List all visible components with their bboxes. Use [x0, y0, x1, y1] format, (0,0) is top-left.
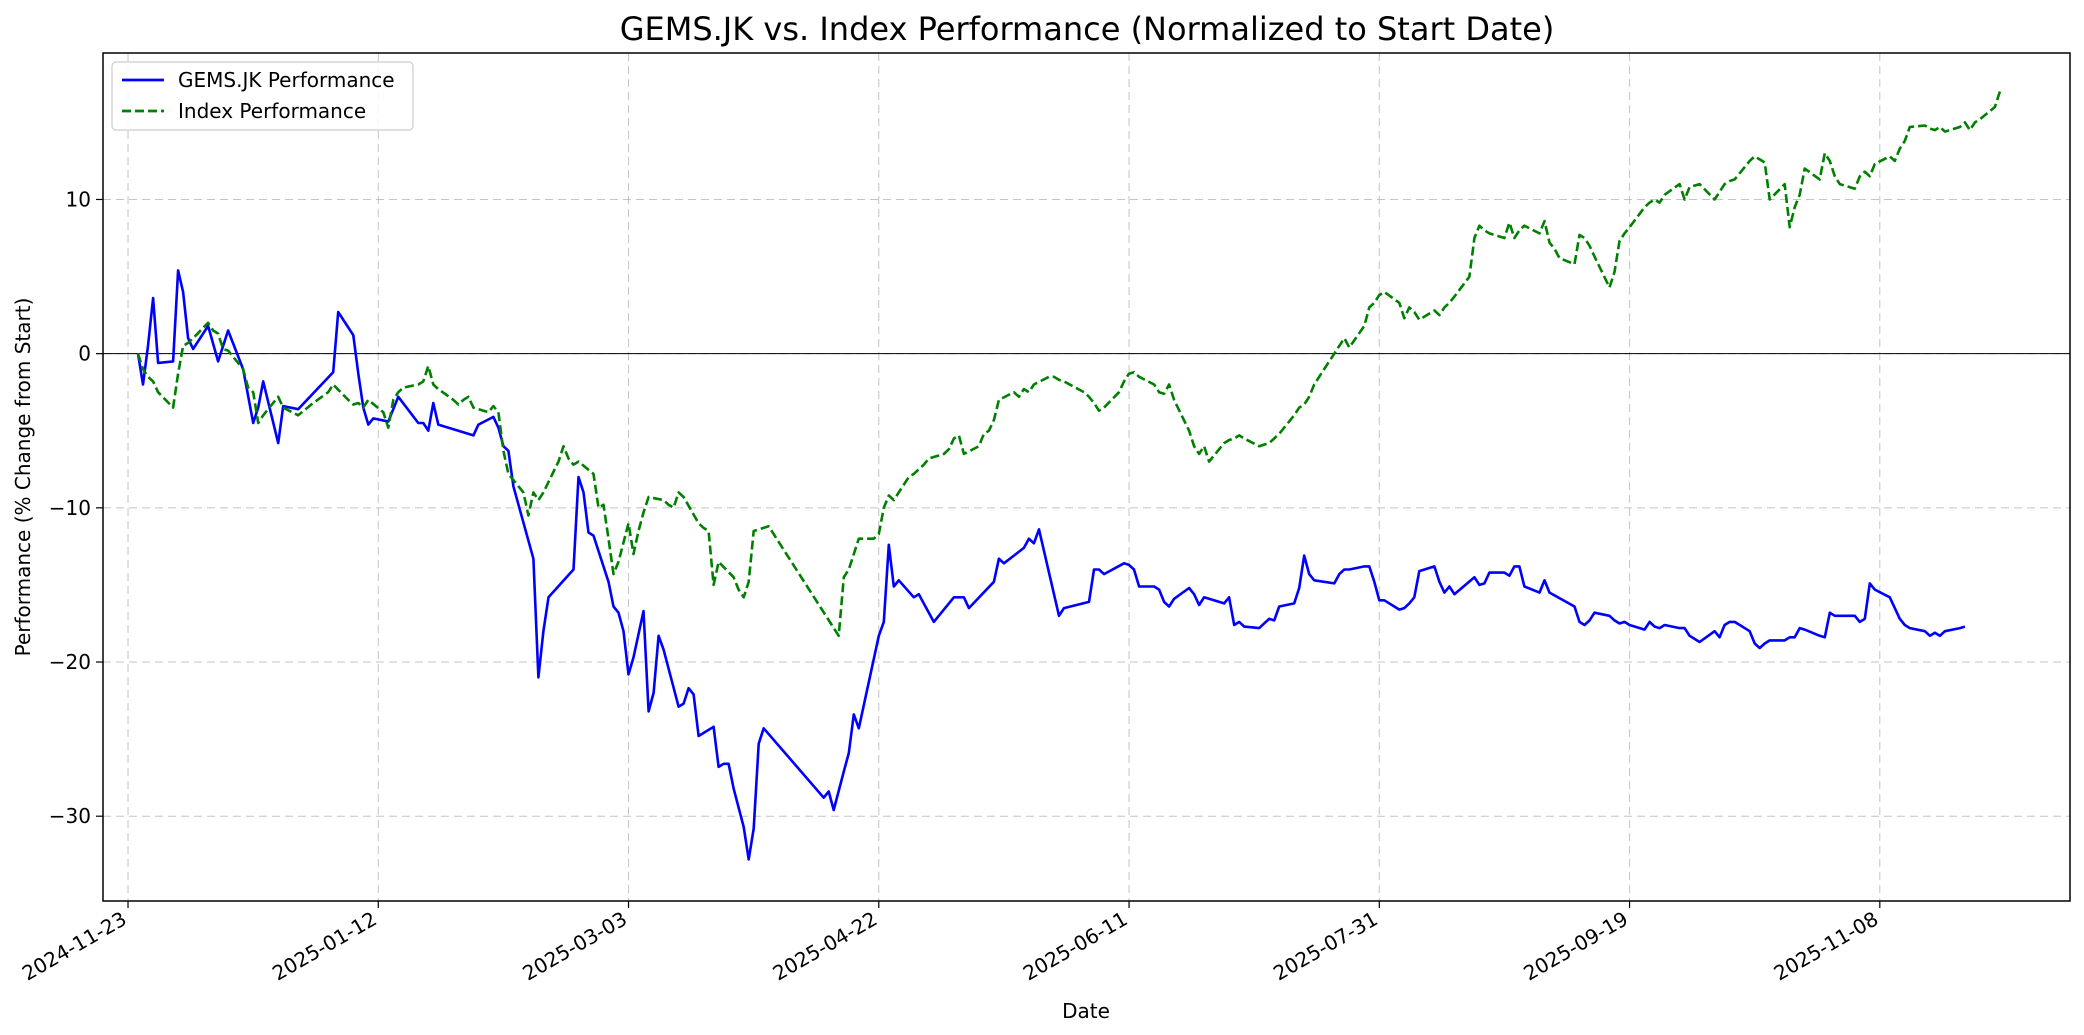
y-tick-label: 0 [78, 342, 91, 366]
y-tick-label: −10 [49, 496, 91, 520]
series-line-gems [136, 269, 1966, 861]
legend-label-gems: GEMS.JK Performance [178, 68, 395, 92]
y-tick-label: −20 [49, 650, 91, 674]
legend: GEMS.JK Performance Index Performance [111, 61, 414, 131]
plot-area-frame [102, 52, 2071, 902]
legend-box [111, 61, 414, 131]
y-axis-label: Performance (% Change from Start) [11, 298, 35, 657]
chart-title: GEMS.JK vs. Index Performance (Normalize… [620, 10, 1555, 48]
legend-label-index: Index Performance [178, 99, 366, 123]
x-axis-label: Date [1062, 999, 1110, 1023]
y-tick-label: 10 [66, 187, 91, 211]
series-line-index [136, 91, 2002, 638]
y-axis: 10 0 −10 −20 −30 [49, 187, 103, 828]
y-tick-label: −30 [49, 804, 91, 828]
series-lines [136, 91, 2002, 861]
